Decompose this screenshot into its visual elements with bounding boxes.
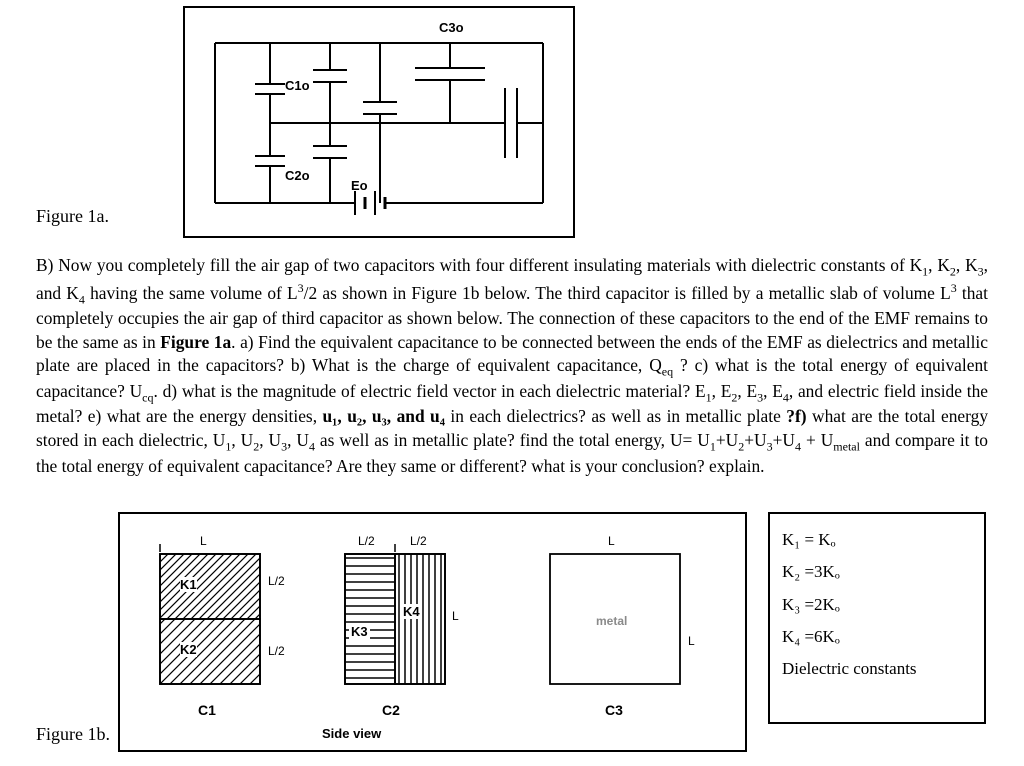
t: + U <box>801 430 833 450</box>
label-eo: Eo <box>351 178 368 193</box>
label-k3: K3 <box>349 624 370 639</box>
figref: Figure 1a <box>160 332 231 352</box>
t: having the same volume of L <box>85 282 298 302</box>
legend-k3: K₃ =2Kₒ <box>782 589 972 621</box>
t: , U <box>287 430 309 450</box>
t: , U <box>259 430 281 450</box>
dim-Lhalf: L/2 <box>358 534 375 548</box>
dim-L: L <box>200 534 207 548</box>
u-bold: u₁, u₂, u₃, and u₄ <box>323 406 445 426</box>
circuit-frame: C1o C2o C3o Eo <box>183 6 575 238</box>
label-k4: K4 <box>401 604 422 619</box>
t: B) Now you completely fill the air gap o… <box>36 255 922 275</box>
label-c3: C3 <box>605 702 623 718</box>
dim-Lhalf: L/2 <box>268 644 285 658</box>
dim-L: L <box>452 609 459 623</box>
label-k1: K1 <box>180 577 197 592</box>
figure-1b-caption: Figure 1b. <box>36 724 110 745</box>
circuit-svg <box>185 8 573 236</box>
label-metal: metal <box>596 614 627 628</box>
figure-1a-caption: Figure 1a. <box>36 206 109 227</box>
t: , E <box>763 381 783 401</box>
t: , E <box>712 381 732 401</box>
legend-k1: K₁ = Kₒ <box>782 524 972 556</box>
t: , E <box>737 381 757 401</box>
dim-Lhalf: L/2 <box>268 574 285 588</box>
t: +U <box>744 430 766 450</box>
label-c1o: C1o <box>285 78 310 93</box>
label-c3o: C3o <box>439 20 464 35</box>
legend-title: Dielectric constants <box>782 653 972 685</box>
t: +U <box>773 430 795 450</box>
t: as well as in metallic plate? find the t… <box>315 430 710 450</box>
qf: ?f) <box>786 406 806 426</box>
label-c2: C2 <box>382 702 400 718</box>
t: in each dielectrics? as well as in metal… <box>445 406 786 426</box>
page-root: { "circuit": { "labels": { "C1o": "C1o",… <box>0 0 1024 766</box>
t: /2 as shown in Figure 1b below. The thir… <box>304 282 951 302</box>
figure-1b-frame: L L/2 L/2 K1 K2 C1 L/2 L/2 L K3 K4 C2 Si… <box>118 512 747 752</box>
t: , K <box>956 255 978 275</box>
label-c2o: C2o <box>285 168 310 183</box>
sub-metal: metal <box>833 439 860 453</box>
dim-L: L <box>688 634 695 648</box>
sub-eq: eq <box>662 365 673 379</box>
legend-frame: K₁ = Kₒ K₂ =3Kₒ K₃ =2Kₒ K₄ =6Kₒ Dielectr… <box>768 512 986 724</box>
t: . d) what is the magnitude of electric f… <box>153 381 705 401</box>
side-view-label: Side view <box>322 726 381 741</box>
legend-k2: K₂ =3Kₒ <box>782 556 972 588</box>
t: +U <box>716 430 738 450</box>
sub-cq: cq <box>142 390 153 404</box>
question-body: B) Now you completely fill the air gap o… <box>36 254 988 478</box>
legend-k4: K₄ =6Kₒ <box>782 621 972 653</box>
label-c1: C1 <box>198 702 216 718</box>
t: , U <box>231 430 253 450</box>
dim-Lhalf: L/2 <box>410 534 427 548</box>
t: , K <box>928 255 950 275</box>
dim-L: L <box>608 534 615 548</box>
label-k2: K2 <box>180 642 197 657</box>
